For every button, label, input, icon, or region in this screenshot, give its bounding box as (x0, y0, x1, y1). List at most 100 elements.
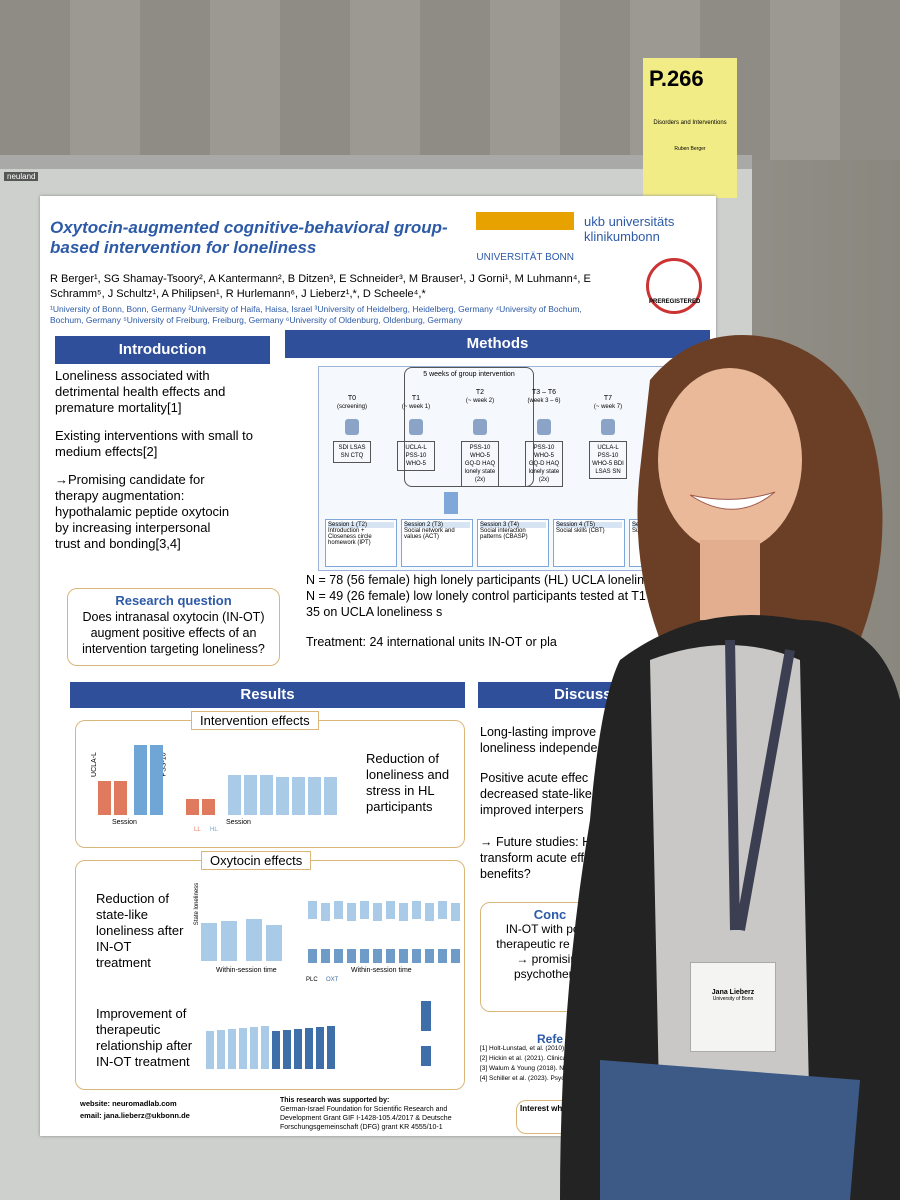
figure-bar (347, 903, 356, 921)
figure-bar (228, 1029, 236, 1069)
figure-bar (451, 903, 460, 921)
legend: PLC (306, 977, 318, 983)
figure-bar (201, 923, 217, 961)
timepoint-label: T2 (475, 389, 485, 396)
figure-bar (294, 1029, 302, 1069)
figure-bar (308, 777, 321, 815)
oxytocin-box: Oxytocin effects Reduction of state-like… (75, 851, 465, 1090)
icon (601, 419, 615, 435)
figure-bar (221, 921, 237, 961)
figure-bar (316, 1027, 324, 1069)
figure-bar (305, 1028, 313, 1069)
figure-bar (250, 1027, 258, 1069)
legend: OXT (326, 977, 339, 983)
session: Session 4 (T5) Social skills (CBT) (553, 519, 625, 567)
figure-bar (421, 1001, 431, 1031)
figure-bar (334, 901, 343, 919)
figure-bar (150, 745, 163, 815)
participant-line: N = 49 (26 female) low lonely control pa… (306, 589, 703, 619)
bullet: Positive acute effec decreased state-lik… (480, 771, 592, 817)
reference: [4] Schiller et al. (2023). Psyc (480, 1075, 565, 1082)
reference: [3] Walum & Young (2018). Nat 654 (480, 1065, 583, 1072)
axis-label: Within-session time (351, 967, 412, 974)
measures: UCLA-L PSS-10 WHO-5 (397, 441, 435, 471)
reference: [2] Hickin et al. (2021). Clinical (480, 1055, 568, 1062)
legend: HL (210, 827, 218, 833)
section-heading: Introduction (55, 336, 270, 364)
jeans (600, 1060, 860, 1200)
conclusion-heading: Conc (533, 907, 567, 922)
bullet: Existing interventions with small to med… (55, 428, 253, 459)
session-name: Session 3 (T4) (480, 522, 546, 528)
badge-affiliation: University of Bonn (712, 996, 754, 1002)
figure-bar (308, 949, 317, 963)
section-heading: Methods (285, 330, 710, 358)
references-heading: Refe (536, 1032, 563, 1046)
sub-heading: Intervention effects (191, 711, 319, 730)
measures: SDI LSAS SN CTQ (333, 441, 371, 463)
preregistered-badge: PREREGISTERED (646, 258, 702, 314)
figure-bar (386, 949, 395, 963)
funding-heading: This research was supported by: (280, 1097, 390, 1104)
poster-number-sign: P.266 Disorders and Interventions Ruben … (643, 58, 737, 198)
timepoint-time: (~ week 1) (401, 404, 431, 410)
figure-bar (276, 777, 289, 815)
topic: Disorders and Interventions (653, 120, 727, 126)
presenter: Ruben Berger (674, 146, 706, 152)
figure-bar (373, 903, 382, 921)
funding: This research was supported by: German-I… (280, 1096, 480, 1132)
timepoint-label: T1 (411, 395, 421, 402)
authors: R Berger¹, SG Shamay-Tsoory², A Kanterma… (50, 273, 591, 300)
measures: PSS-10 WHO-5 GQ-D HAQ lonely state (2x) (461, 441, 499, 487)
figure-bar (206, 1031, 214, 1069)
figure-bar (438, 949, 447, 963)
badge-name: Jana Lieberz (711, 989, 755, 996)
figure-bar (425, 949, 434, 963)
figure-bar (134, 745, 147, 815)
bullet: →Promising candidate for therapy augment… (55, 472, 230, 551)
board-brand: neuland (4, 172, 39, 181)
figure-bar (451, 949, 460, 963)
funding-text: German-Israel Foundation for Scientific … (280, 1106, 452, 1131)
session: Session 3 (T4) Social interaction pattern… (477, 519, 549, 567)
result-text: Reduction of state-like loneliness after… (96, 891, 184, 970)
timepoint-time: (screening) (336, 404, 367, 410)
icon (345, 419, 359, 435)
figure-bar (239, 1028, 247, 1069)
timepoint-time: (~ week 2) (465, 398, 495, 404)
bullet: Long-lasting improve loneliness independ… (480, 725, 598, 755)
figure-bar (292, 777, 305, 815)
figure-bar (360, 901, 369, 919)
icon (409, 419, 423, 435)
session: Session 2 (T3) Social network and values … (401, 519, 473, 567)
research-question-box: Research question Does intranasal oxytoc… (67, 588, 280, 666)
figure-bar (266, 925, 282, 961)
participant-line: N = 78 (56 female) high lonely participa… (306, 573, 701, 587)
figure-bar (114, 781, 127, 815)
lanyard (725, 639, 795, 931)
icon (473, 419, 487, 435)
timepoint-label: T3 – T6 (532, 389, 556, 396)
intervention-box: Intervention effects UCLA-L PSS-10 Sessi… (75, 711, 465, 848)
figure-bar (186, 799, 199, 815)
name-badge: Jana Lieberz University of Bonn (690, 962, 776, 1052)
discussion-bullets: Long-lasting improve loneliness independ… (480, 724, 620, 882)
figure-bar (412, 901, 421, 919)
sub-heading: Oxytocin effects (201, 851, 312, 870)
section-heading: Results (70, 682, 465, 708)
session-content: Social interaction patterns (CBASP) (480, 528, 528, 540)
figure-bar (360, 949, 369, 963)
figure-bar (244, 775, 257, 815)
figure-bar (421, 1046, 431, 1066)
figure-bar (260, 775, 273, 815)
smile (689, 491, 776, 510)
figure-bar (327, 1026, 335, 1069)
arrow (444, 492, 458, 514)
session-name: Session 1 (T2) (328, 522, 394, 528)
timepoint-label: T0 (347, 395, 357, 402)
figure-bar (283, 1030, 291, 1069)
legend: LL (194, 827, 201, 833)
figure-bar (228, 775, 241, 815)
face (658, 368, 802, 552)
